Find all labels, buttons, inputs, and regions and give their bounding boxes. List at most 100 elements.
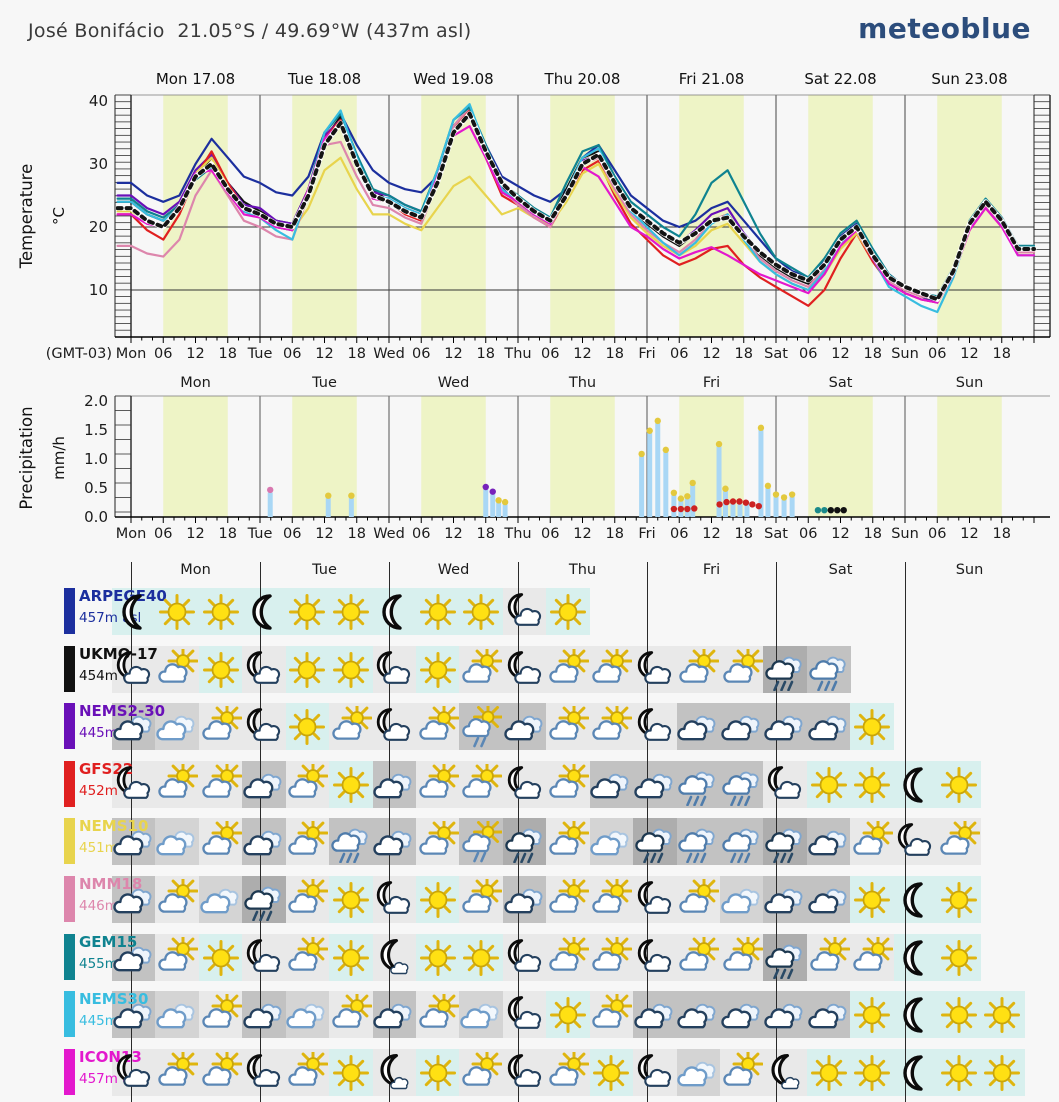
- weather-icon-sun: [330, 591, 372, 637]
- weather-icon-sun-cloud: [851, 933, 894, 983]
- weather-icon-sun-cloud: [547, 933, 590, 983]
- chart-text: 18: [219, 526, 237, 542]
- chart-text: (GMT-03): [46, 346, 112, 362]
- weather-icon-sun: [417, 937, 459, 983]
- precip-bar: [744, 502, 750, 517]
- chart-text: 12: [702, 346, 720, 362]
- weather-icon-cloud: [243, 764, 285, 810]
- charts-svg: Mon 17.08 Tue 18.08 Wed 19.08 Thu 20.08 Fri …: [17, 70, 1051, 542]
- chart-text: Mon: [180, 375, 211, 391]
- chart-text: 18: [864, 526, 882, 542]
- weather-icon-moon-cloud: [243, 937, 285, 983]
- precip-dot: [834, 507, 841, 514]
- precip-dot: [788, 491, 796, 498]
- weather-icon-cloud-light: [156, 821, 198, 867]
- weather-icon-moon-cloud: [504, 649, 546, 695]
- model-row-nmm18: NMM18 446m asl: [0, 871, 1059, 929]
- model-row-nems10: NEMS10 451m asl: [0, 813, 1059, 871]
- precip-dot: [827, 507, 835, 514]
- weather-icon-moon-cloud: [634, 937, 676, 983]
- model-color-bar: [64, 991, 75, 1038]
- weather-icon-sun-rain: [460, 702, 504, 752]
- weather-icon-cloud-light: [199, 879, 242, 925]
- chart-text: Thu: [503, 526, 531, 542]
- precip-bar: [267, 492, 273, 517]
- weather-icon-sun-rain: [460, 817, 504, 867]
- grid-day-line: [518, 562, 519, 1102]
- chart-text: 18: [864, 346, 882, 362]
- weather-icon-sun: [200, 591, 242, 637]
- chart-text: 06: [154, 346, 172, 362]
- chart-text: 06: [670, 346, 688, 362]
- chart-text: Sun 23.08: [931, 70, 1007, 88]
- weather-icon-cloud: [113, 994, 155, 1040]
- weather-icon-cloud-light: [721, 879, 763, 925]
- weather-icon-sun: [330, 937, 372, 983]
- model-name: NMM18: [79, 875, 143, 893]
- weather-icon-moon-cloud: [373, 879, 415, 925]
- precip-bar: [716, 446, 722, 517]
- weather-icon-sun: [808, 1052, 850, 1098]
- weather-icon-cloud-light: [460, 994, 502, 1040]
- weather-icon-sun-cloud: [590, 645, 633, 695]
- chart-text: Tue: [247, 346, 273, 362]
- weather-icon-sun-cloud: [156, 760, 199, 810]
- chart-text: Wed 19.08: [413, 70, 493, 88]
- precip-dot: [729, 498, 737, 505]
- chart-text: 0.0: [84, 508, 108, 526]
- chart-text: Mon 17.08: [156, 70, 235, 88]
- grid-day-label: Fri: [702, 562, 721, 578]
- weather-icon-moon-small-cloud: [373, 1052, 415, 1098]
- model-row-ukmo-17: UKMO-17 454m asl: [0, 641, 1059, 699]
- weather-icon-sun: [200, 649, 242, 695]
- weather-icon-cloud: [373, 994, 415, 1040]
- chart-text: 18: [477, 346, 495, 362]
- model-row-icon13: ICON13 457m asl: [0, 1044, 1059, 1102]
- weather-icon-sun-cloud: [547, 817, 590, 867]
- weather-icon-sun-cloud: [417, 702, 460, 752]
- grid-day-label: Thu: [568, 562, 597, 578]
- weather-icon-sun: [286, 706, 328, 752]
- precip-bar: [737, 504, 743, 517]
- weather-icon-cloud: [721, 994, 763, 1040]
- precip-bar: [765, 488, 771, 517]
- precip-bar: [690, 485, 696, 517]
- weather-icon-moon-cloud: [243, 706, 285, 752]
- weather-icon-moon-cloud: [634, 706, 676, 752]
- precip-dot: [821, 507, 828, 514]
- grid-day-label: Sun: [955, 562, 984, 578]
- weather-icon-sun-cloud: [590, 702, 633, 752]
- weather-icon-rain: [721, 821, 763, 867]
- precip-dot: [684, 505, 691, 513]
- weather-icon-sun: [417, 879, 459, 925]
- weather-icon-cloud: [807, 706, 850, 752]
- temperature-series: [115, 111, 1036, 302]
- precip-bar: [490, 493, 496, 517]
- precip-bar: [639, 456, 645, 517]
- model-color-bar: [64, 933, 75, 980]
- precip-bar: [789, 496, 795, 517]
- weather-icon-sun-cloud: [547, 875, 590, 925]
- weather-icon-moon-cloud: [504, 764, 546, 810]
- chart-text: 30: [89, 155, 108, 173]
- weather-icon-sun-cloud: [417, 990, 460, 1040]
- model-color-bar: [64, 1048, 75, 1095]
- weather-icon-sun-cloud: [590, 933, 633, 983]
- weather-icon-rain: [677, 821, 719, 867]
- weather-icon-rain: [808, 649, 850, 695]
- model-color-bar: [64, 703, 75, 750]
- weather-icon-sun-cloud: [590, 875, 633, 925]
- chart-text: 12: [186, 526, 204, 542]
- model-row-nems2-30: NEMS2-30 445m asl: [0, 698, 1059, 756]
- chart-text: mm/h: [50, 436, 68, 480]
- chart-text: Tue 18.08: [287, 70, 361, 88]
- weather-icon-cloud: [764, 994, 806, 1040]
- chart-text: 18: [993, 346, 1011, 362]
- precip-dot: [654, 417, 661, 425]
- precip-bar: [758, 430, 764, 517]
- weather-icon-rain-dark: [243, 879, 285, 925]
- meteoblue-logo[interactable]: meteoblue: [858, 12, 1031, 45]
- chart-text: Wed: [373, 526, 405, 542]
- grid-day-label: Mon: [180, 562, 211, 578]
- model-row-arpege40: ARPEGE40 457m asl: [0, 583, 1059, 641]
